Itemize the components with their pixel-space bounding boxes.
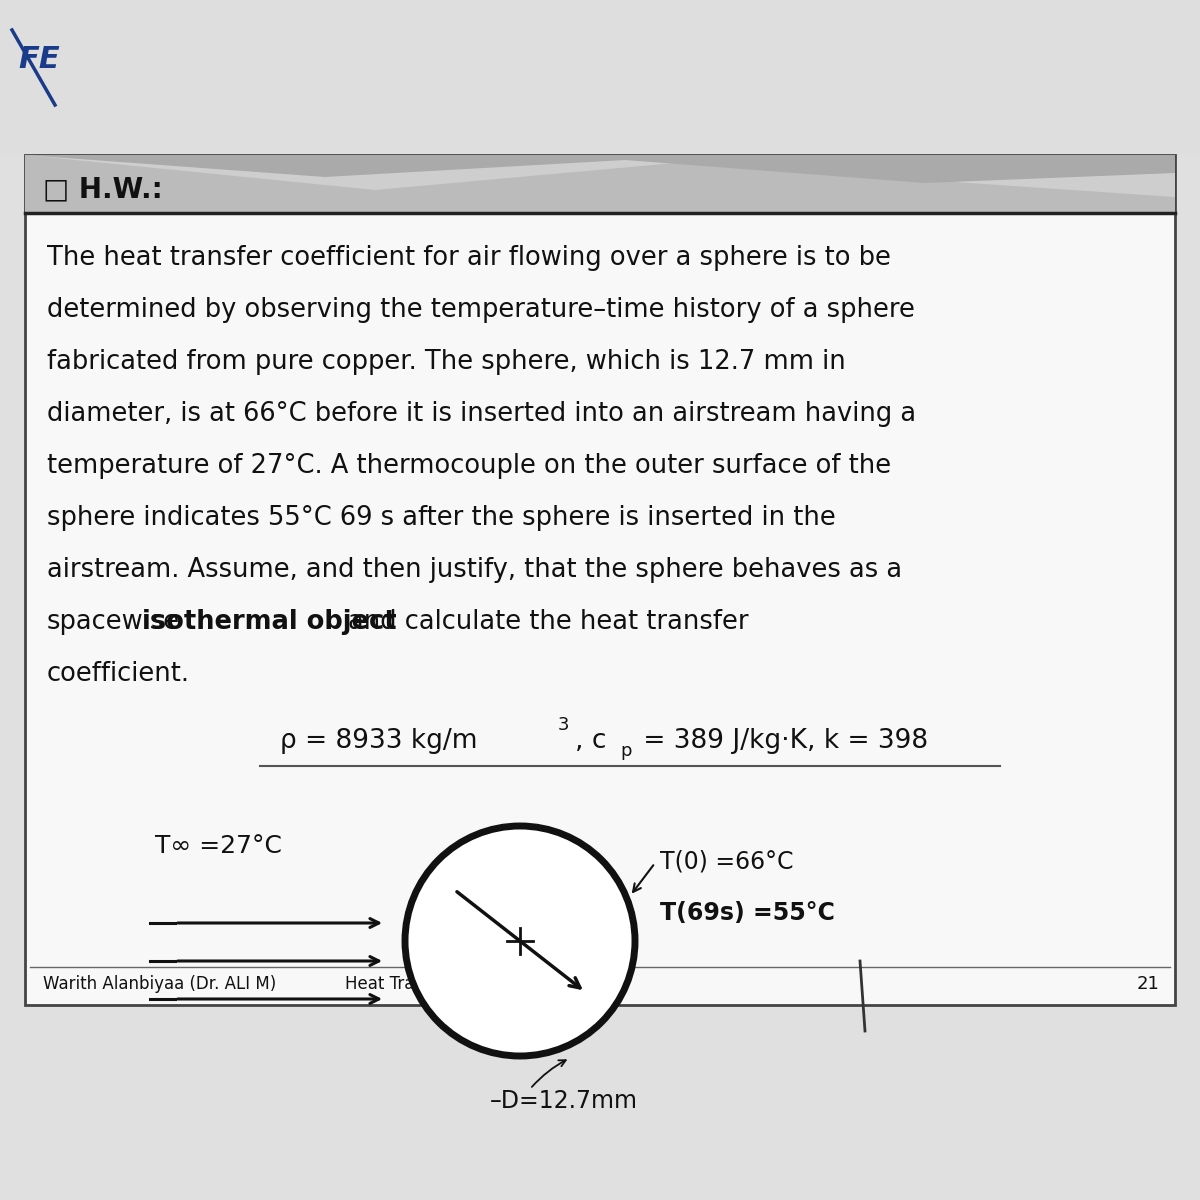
Text: and calculate the heat transfer: and calculate the heat transfer: [348, 608, 749, 635]
Text: determined by observing the temperature–time history of a sphere: determined by observing the temperature–…: [47, 296, 914, 323]
Text: coefficient.: coefficient.: [47, 661, 190, 686]
Text: □ H.W.:: □ H.W.:: [43, 175, 163, 203]
Text: 21: 21: [1138, 974, 1160, 994]
Text: fabricated from pure copper. The sphere, which is 12.7 mm in: fabricated from pure copper. The sphere,…: [47, 349, 846, 374]
Text: ρ = 8933 kg/m: ρ = 8933 kg/m: [280, 728, 478, 754]
Bar: [25, 155, 1175, 214]
Text: T(69s) =55°C: T(69s) =55°C: [660, 901, 835, 925]
Text: Heat Transfer: Heat Transfer: [346, 974, 457, 994]
Text: = 389 J/kg·K, k = 398: = 389 J/kg·K, k = 398: [635, 728, 928, 754]
Text: spacewise: spacewise: [47, 608, 180, 635]
Text: airstream. Assume, and then justify, that the sphere behaves as a: airstream. Assume, and then justify, tha…: [47, 557, 902, 583]
Bar: [0, 0, 1200, 155]
Text: FE: FE: [18, 46, 60, 74]
Circle shape: [406, 826, 635, 1056]
Text: , c: , c: [575, 728, 606, 754]
Bar: [25, 155, 1175, 1006]
Text: The heat transfer coefficient for air flowing over a sphere is to be: The heat transfer coefficient for air fl…: [47, 245, 890, 271]
Text: T∞ =27°C: T∞ =27°C: [155, 834, 282, 858]
Text: Warith Alanbiyaa (Dr. ALI M): Warith Alanbiyaa (Dr. ALI M): [43, 974, 276, 994]
Polygon shape: [25, 155, 1175, 182]
Text: isothermal object: isothermal object: [142, 608, 406, 635]
Text: sphere indicates 55°C 69 s after the sphere is inserted in the: sphere indicates 55°C 69 s after the sph…: [47, 505, 835, 530]
Polygon shape: [25, 155, 1175, 197]
Text: –D=12.7mm: –D=12.7mm: [490, 1090, 638, 1114]
Text: 3: 3: [558, 716, 570, 734]
Text: temperature of 27°C. A thermocouple on the outer surface of the: temperature of 27°C. A thermocouple on t…: [47, 452, 892, 479]
Text: diameter, is at 66°C before it is inserted into an airstream having a: diameter, is at 66°C before it is insert…: [47, 401, 916, 427]
Text: p: p: [620, 742, 631, 760]
Text: T(0) =66°C: T(0) =66°C: [660, 850, 793, 874]
